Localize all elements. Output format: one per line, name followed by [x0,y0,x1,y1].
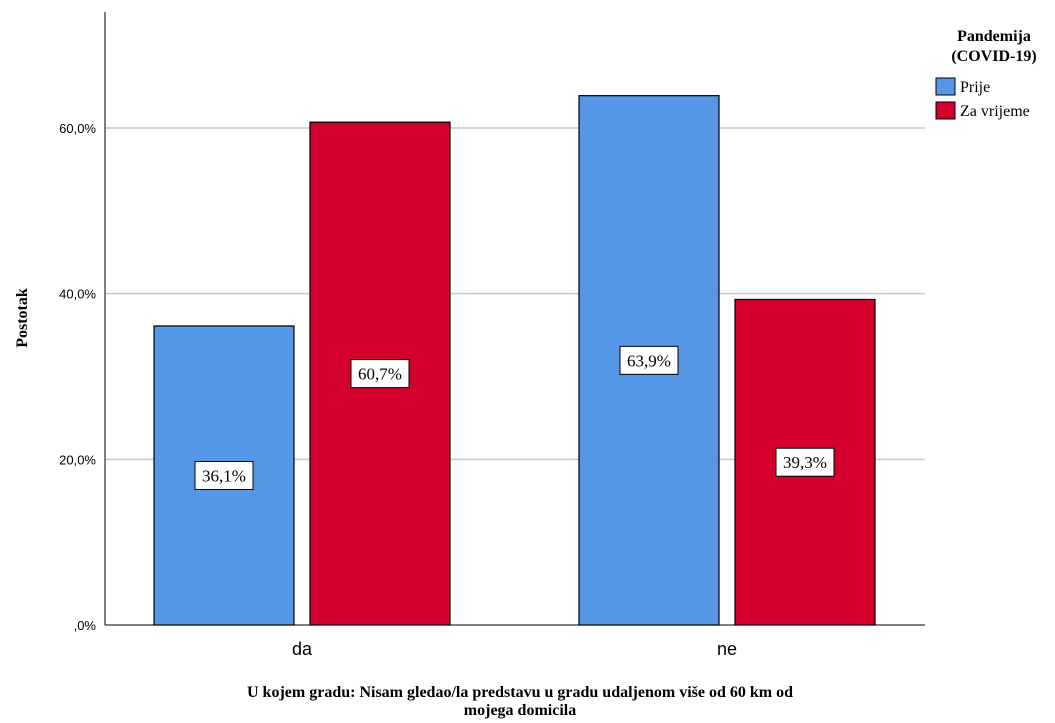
legend-swatch-1 [935,101,956,120]
legend-title-line: (COVID-19) [951,48,1036,65]
legend-label: Za vrijeme [960,103,1030,120]
data-label-box [194,460,254,490]
x-axis-title-line: U kojem gradu: Nisam gledao/la predstavu… [247,684,793,701]
legend-title-line: Pandemija [957,28,1031,45]
data-label-box [775,447,835,477]
axes: ,0% 20,0% 40,0% 60,0% da ne [59,12,925,659]
data-label: 63,9% [627,351,671,370]
x-axis-title: U kojem gradu: Nisam gledao/la predstavu… [247,684,793,719]
y-tick-label: 40,0% [59,287,96,302]
x-tick-label: da [292,639,313,659]
x-tick-label: ne [717,639,737,659]
data-label: 60,7% [358,365,402,384]
legend-label: Prije [960,79,990,96]
data-label-box [350,359,410,389]
data-labels: 36,1% 60,7% 63,9% 39,3% [194,345,835,490]
bars [153,95,876,626]
y-axis-title: Postotak [14,288,31,348]
y-tick-label: ,0% [74,618,97,633]
y-tick-label: 60,0% [59,121,96,136]
data-label-box [619,345,679,375]
data-label: 36,1% [202,466,246,485]
x-axis-title-line: mojega domicila [464,702,576,719]
legend-swatch-0 [935,77,956,96]
legend: Pandemija (COVID-19) Prije Za vrijeme [935,28,1037,120]
y-tick-label: 20,0% [59,452,96,467]
data-label: 39,3% [783,453,827,472]
